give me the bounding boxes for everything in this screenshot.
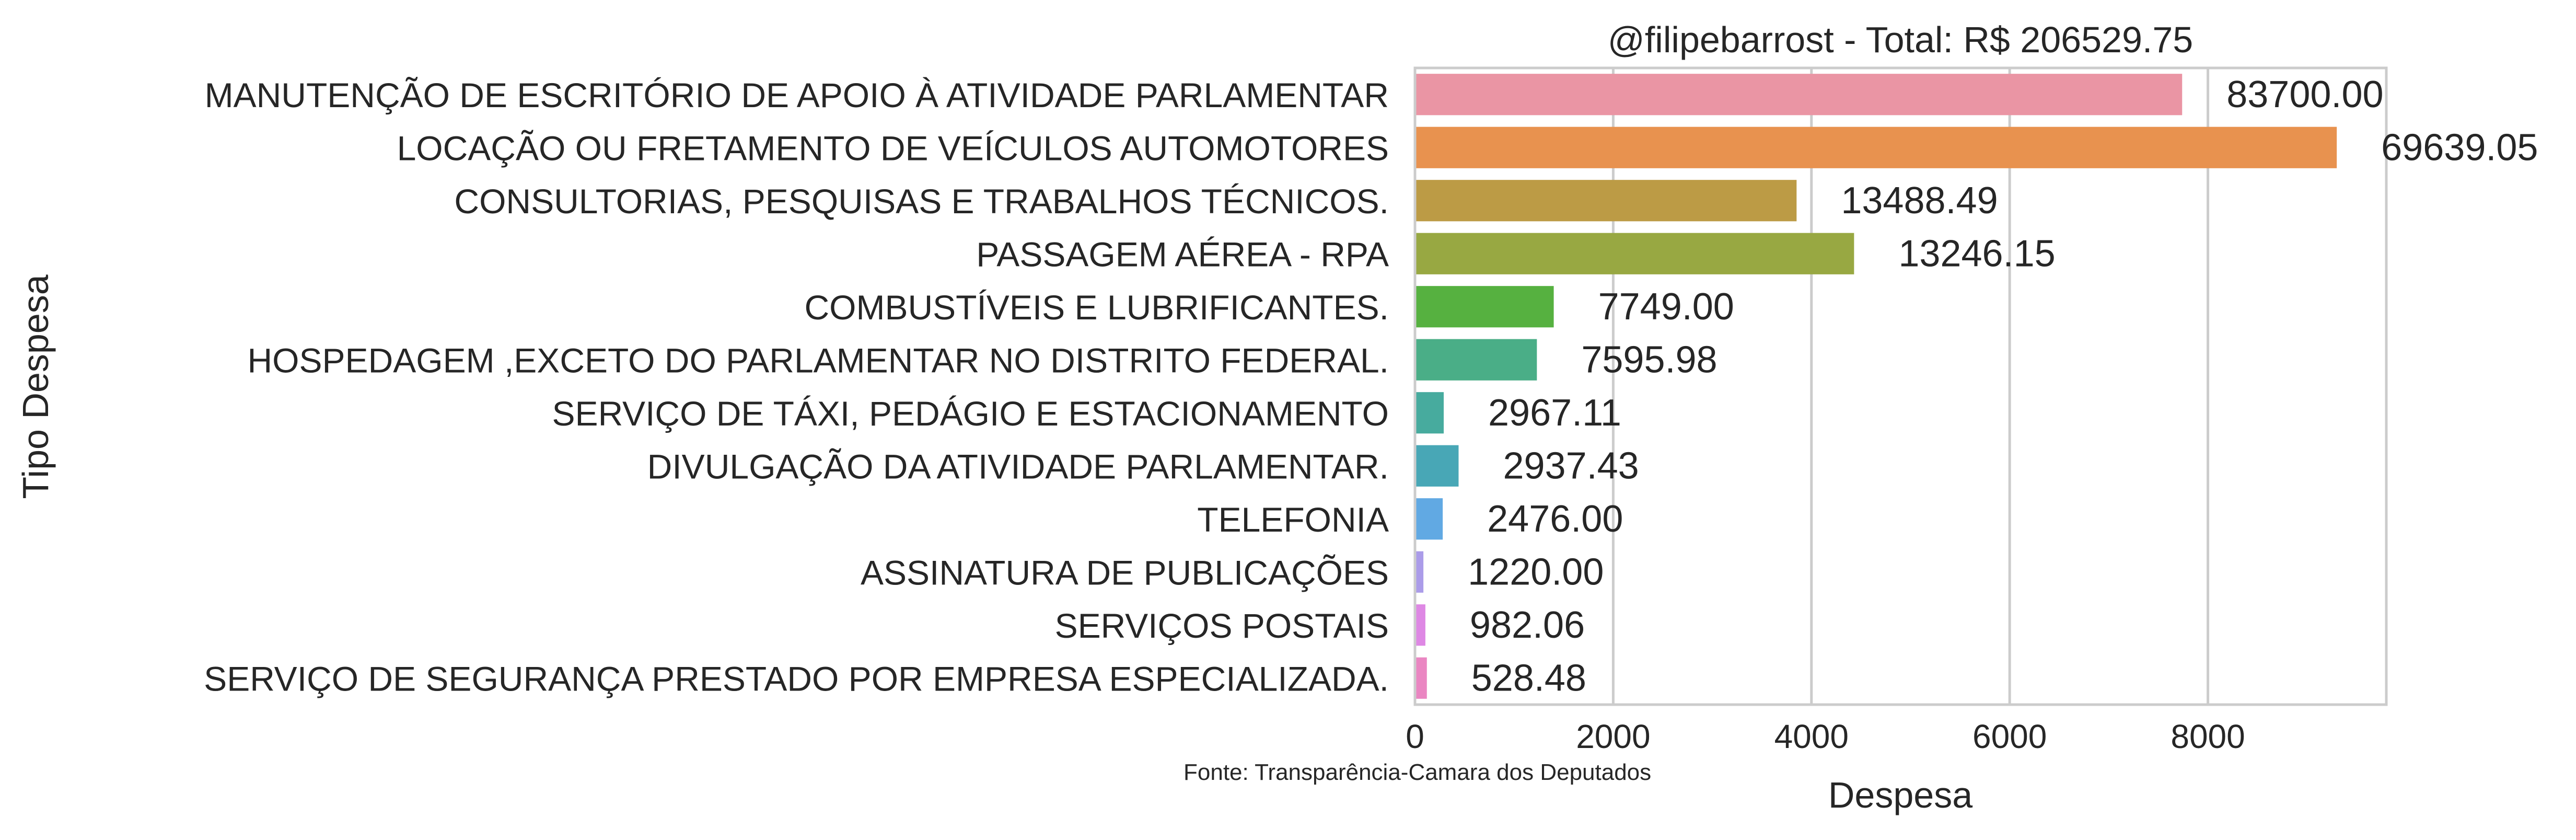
- bar: [1415, 180, 1797, 222]
- y-tick-label: LOCAÇÃO OU FRETAMENTO DE VEÍCULOS AUTOMO…: [397, 129, 1389, 167]
- bar: [1415, 445, 1459, 487]
- bar: [1415, 74, 2183, 116]
- x-tick-label: 2000: [1576, 718, 1650, 755]
- bar-value-label: 7749.00: [1598, 286, 1734, 328]
- y-axis-label: Tipo Despesa: [15, 274, 56, 499]
- y-tick-label: CONSULTORIAS, PESQUISAS E TRABALHOS TÉCN…: [454, 182, 1389, 221]
- y-tick-label: SERVIÇO DE TÁXI, PEDÁGIO E ESTACIONAMENT…: [552, 394, 1389, 433]
- value-labels: 83700.00 69639.05 13488.49 13246.15 7749.00 7…: [1468, 74, 2538, 699]
- bar-value-label: 13488.49: [1841, 180, 1998, 222]
- x-tick-labels: 0 2000 4000 6000 8000: [1406, 718, 2245, 755]
- chart-title: @filipebarrost - Total: R$ 206529.75: [1608, 19, 2193, 60]
- x-axis-label: Despesa: [1828, 775, 1972, 815]
- bar: [1415, 339, 1537, 381]
- x-tick-label: 4000: [1774, 718, 1849, 755]
- plot-frame: [1413, 66, 2388, 706]
- bar-value-label: 13246.15: [1898, 233, 2055, 274]
- bar-value-label: 7595.98: [1581, 339, 1717, 381]
- y-tick-label: HOSPEDAGEM ,EXCETO DO PARLAMENTAR NO DIS…: [248, 341, 1389, 379]
- bar-value-label: 1220.00: [1468, 551, 1604, 593]
- bar: [1415, 551, 1424, 593]
- x-tick-label: 0: [1406, 718, 1424, 755]
- x-tick-label: 6000: [1972, 718, 2047, 755]
- y-tick-label: PASSAGEM AÉREA - RPA: [976, 235, 1389, 273]
- y-tick-label: TELEFONIA: [1197, 500, 1389, 539]
- y-tick-label: SERVIÇO DE SEGURANÇA PRESTADO POR EMPRES…: [204, 659, 1389, 698]
- y-tick-label: DIVULGAÇÃO DA ATIVIDADE PARLAMENTAR.: [647, 447, 1389, 486]
- y-tick-label: COMBUSTÍVEIS E LUBRIFICANTES.: [804, 288, 1389, 327]
- y-tick-labels: MANUTENÇÃO DE ESCRITÓRIO DE APOIO À ATIV…: [204, 76, 1389, 698]
- bar: [1415, 498, 1443, 540]
- bar-value-label: 83700.00: [2226, 74, 2383, 116]
- bar-value-label: 69639.05: [2381, 126, 2538, 168]
- bar-value-label: 2967.11: [1488, 392, 1621, 434]
- x-tick-label: 8000: [2171, 718, 2245, 755]
- bar-value-label: 982.06: [1470, 604, 1585, 646]
- source-note: Fonte: Transparência-Camara dos Deputado…: [1183, 760, 1651, 785]
- y-tick-label: SERVIÇOS POSTAIS: [1055, 606, 1389, 645]
- bar-value-label: 528.48: [1471, 657, 1586, 699]
- y-tick-label: ASSINATURA DE PUBLICAÇÕES: [861, 553, 1389, 592]
- bars: [1415, 74, 2337, 699]
- y-tick-label: MANUTENÇÃO DE ESCRITÓRIO DE APOIO À ATIV…: [205, 76, 1389, 114]
- bar: [1415, 657, 1427, 699]
- bar-value-label: 2937.43: [1503, 445, 1639, 487]
- bar: [1415, 604, 1425, 646]
- bar-value-label: 2476.00: [1487, 498, 1623, 540]
- bar: [1415, 286, 1554, 328]
- bar: [1415, 392, 1444, 434]
- bar: [1415, 126, 2337, 168]
- bar: [1415, 233, 1854, 274]
